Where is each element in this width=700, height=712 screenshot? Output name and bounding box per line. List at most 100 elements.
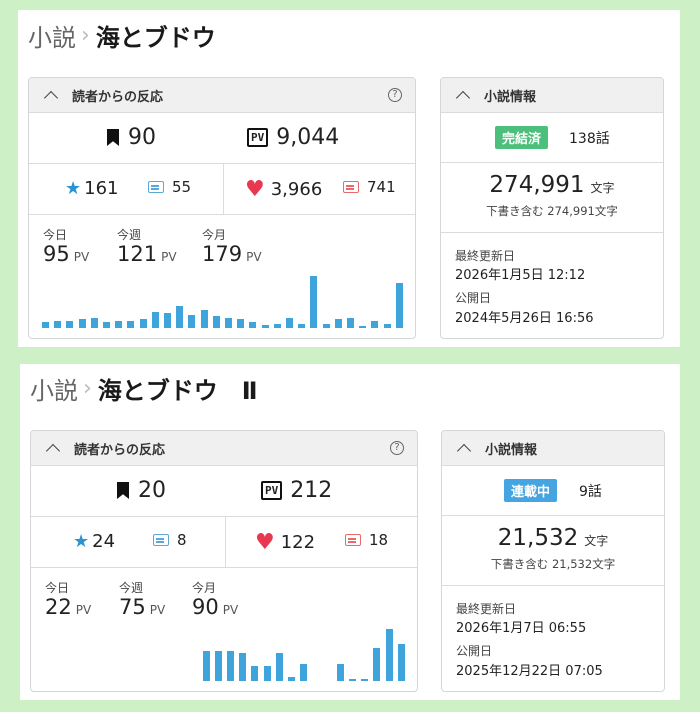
- pv-bar[interactable]: [359, 326, 367, 328]
- pv-bar[interactable]: [176, 306, 184, 328]
- comment-count[interactable]: 741: [343, 178, 396, 196]
- updated-label: 最終更新日: [455, 249, 516, 263]
- pv-bar[interactable]: [66, 321, 74, 328]
- pv-bar[interactable]: [334, 319, 342, 328]
- pv-bar[interactable]: [214, 651, 222, 681]
- pv-bar[interactable]: [188, 315, 196, 328]
- info-header[interactable]: 小説情報: [441, 78, 663, 113]
- published-date: 2025年12月22日 07:05: [456, 664, 603, 679]
- pv-bar[interactable]: [361, 679, 369, 681]
- daily-pv-chart: [44, 621, 406, 681]
- bookmark-count: 20: [117, 478, 166, 503]
- updated-date: 2026年1月5日 12:12: [455, 268, 586, 283]
- published-label: 公開日: [456, 644, 493, 658]
- pv-icon: PV: [247, 128, 269, 147]
- pv-bar[interactable]: [200, 310, 208, 328]
- reactions-header[interactable]: 読者からの反応 ?: [29, 78, 415, 113]
- pv-bar[interactable]: [371, 321, 379, 328]
- status-row: 完結済 138話: [441, 113, 663, 163]
- pv-bar[interactable]: [202, 651, 210, 681]
- pv-bar[interactable]: [397, 644, 405, 681]
- pv-bar[interactable]: [383, 324, 391, 328]
- review-icon: [148, 181, 164, 193]
- pv-bar[interactable]: [225, 318, 232, 328]
- category-link[interactable]: 小説: [30, 377, 78, 405]
- episode-count: 138話: [569, 131, 610, 147]
- star-icon: ★: [73, 531, 90, 552]
- novel-title[interactable]: 海とブドウ Ⅱ: [97, 377, 258, 405]
- month-label: 今月: [202, 228, 227, 242]
- char-count: 274,991 文字: [489, 172, 615, 198]
- like-count: ♥ 122: [255, 530, 316, 555]
- page-title: 小説 › 海とブドウ: [28, 18, 216, 53]
- published-label: 公開日: [455, 291, 492, 305]
- help-icon[interactable]: ?: [390, 441, 404, 455]
- pv-bar[interactable]: [90, 318, 98, 328]
- pv-bar[interactable]: [347, 318, 354, 328]
- pv-bar[interactable]: [275, 653, 283, 681]
- month-pv: 90 PV: [192, 595, 239, 619]
- draft-note: 下書き含む 274,991文字: [486, 204, 618, 218]
- chevron-up-icon[interactable]: [45, 443, 61, 458]
- pv-bar[interactable]: [54, 321, 62, 328]
- pv-bar[interactable]: [300, 664, 308, 681]
- heart-icon: ♥: [255, 530, 275, 555]
- published-date: 2024年5月26日 16:56: [455, 311, 594, 326]
- novel-section: 小説 › 海とブドウ Ⅱ 読者からの反応 ? 20 PV 212 ★ 24: [20, 364, 680, 700]
- category-link[interactable]: 小説: [28, 24, 76, 52]
- chevron-up-icon[interactable]: [455, 90, 471, 105]
- pv-bar[interactable]: [103, 322, 110, 328]
- reactions-header[interactable]: 読者からの反応 ?: [31, 431, 417, 466]
- pv-bar[interactable]: [42, 322, 49, 328]
- pv-bar[interactable]: [310, 276, 318, 328]
- bookmark-icon: [107, 129, 119, 146]
- review-count[interactable]: 55: [148, 178, 191, 196]
- pv-bar[interactable]: [251, 666, 259, 681]
- star-rating: ★ 161: [65, 178, 119, 199]
- pv-bar[interactable]: [139, 319, 147, 328]
- like-count: ♥ 3,966: [245, 177, 323, 202]
- pv-total: PV 212: [261, 478, 332, 503]
- pv-bar[interactable]: [249, 322, 257, 328]
- pv-bar[interactable]: [151, 312, 159, 328]
- pv-bar[interactable]: [263, 666, 271, 681]
- status-badge: 完結済: [495, 126, 549, 149]
- review-count[interactable]: 8: [153, 531, 187, 549]
- pv-bar[interactable]: [395, 283, 403, 328]
- help-icon[interactable]: ?: [388, 88, 402, 102]
- pv-bar[interactable]: [115, 321, 123, 328]
- pv-bar[interactable]: [273, 324, 281, 328]
- pv-bar[interactable]: [261, 325, 269, 328]
- pv-bar[interactable]: [239, 653, 247, 681]
- pv-bar[interactable]: [127, 321, 135, 328]
- pv-bar[interactable]: [286, 318, 293, 328]
- pv-bar[interactable]: [237, 319, 245, 328]
- today-label: 今日: [43, 228, 68, 242]
- chevron-up-icon[interactable]: [43, 90, 59, 105]
- page-title: 小説 › 海とブドウ Ⅱ: [30, 371, 258, 406]
- pv-bar[interactable]: [322, 324, 330, 328]
- week-pv: 121 PV: [117, 242, 177, 266]
- updated-date: 2026年1月7日 06:55: [456, 621, 587, 636]
- today-pv: 95 PV: [43, 242, 90, 266]
- pv-bar[interactable]: [78, 319, 86, 328]
- pv-bar[interactable]: [336, 664, 344, 681]
- pv-bar[interactable]: [298, 324, 306, 328]
- novel-title[interactable]: 海とブドウ: [95, 24, 216, 52]
- month-pv: 179 PV: [202, 242, 262, 266]
- pv-bar[interactable]: [373, 648, 381, 681]
- ratings-row: ★ 24 8 ♥ 122 18: [31, 517, 417, 568]
- pv-bar[interactable]: [385, 629, 393, 681]
- comment-icon: [345, 534, 361, 546]
- pv-bar[interactable]: [288, 677, 295, 681]
- pv-bar[interactable]: [212, 316, 220, 328]
- novel-section: 小説 › 海とブドウ 読者からの反応 ? 90 PV 9,044 ★ 161: [18, 10, 680, 347]
- pv-bar[interactable]: [349, 679, 356, 681]
- month-label: 今月: [192, 581, 217, 595]
- info-header[interactable]: 小説情報: [442, 431, 664, 466]
- pv-bar[interactable]: [164, 313, 171, 328]
- comment-count[interactable]: 18: [345, 531, 388, 549]
- pv-bar[interactable]: [227, 651, 234, 681]
- chevron-up-icon[interactable]: [456, 443, 472, 458]
- chevron-right-icon: ›: [83, 376, 92, 401]
